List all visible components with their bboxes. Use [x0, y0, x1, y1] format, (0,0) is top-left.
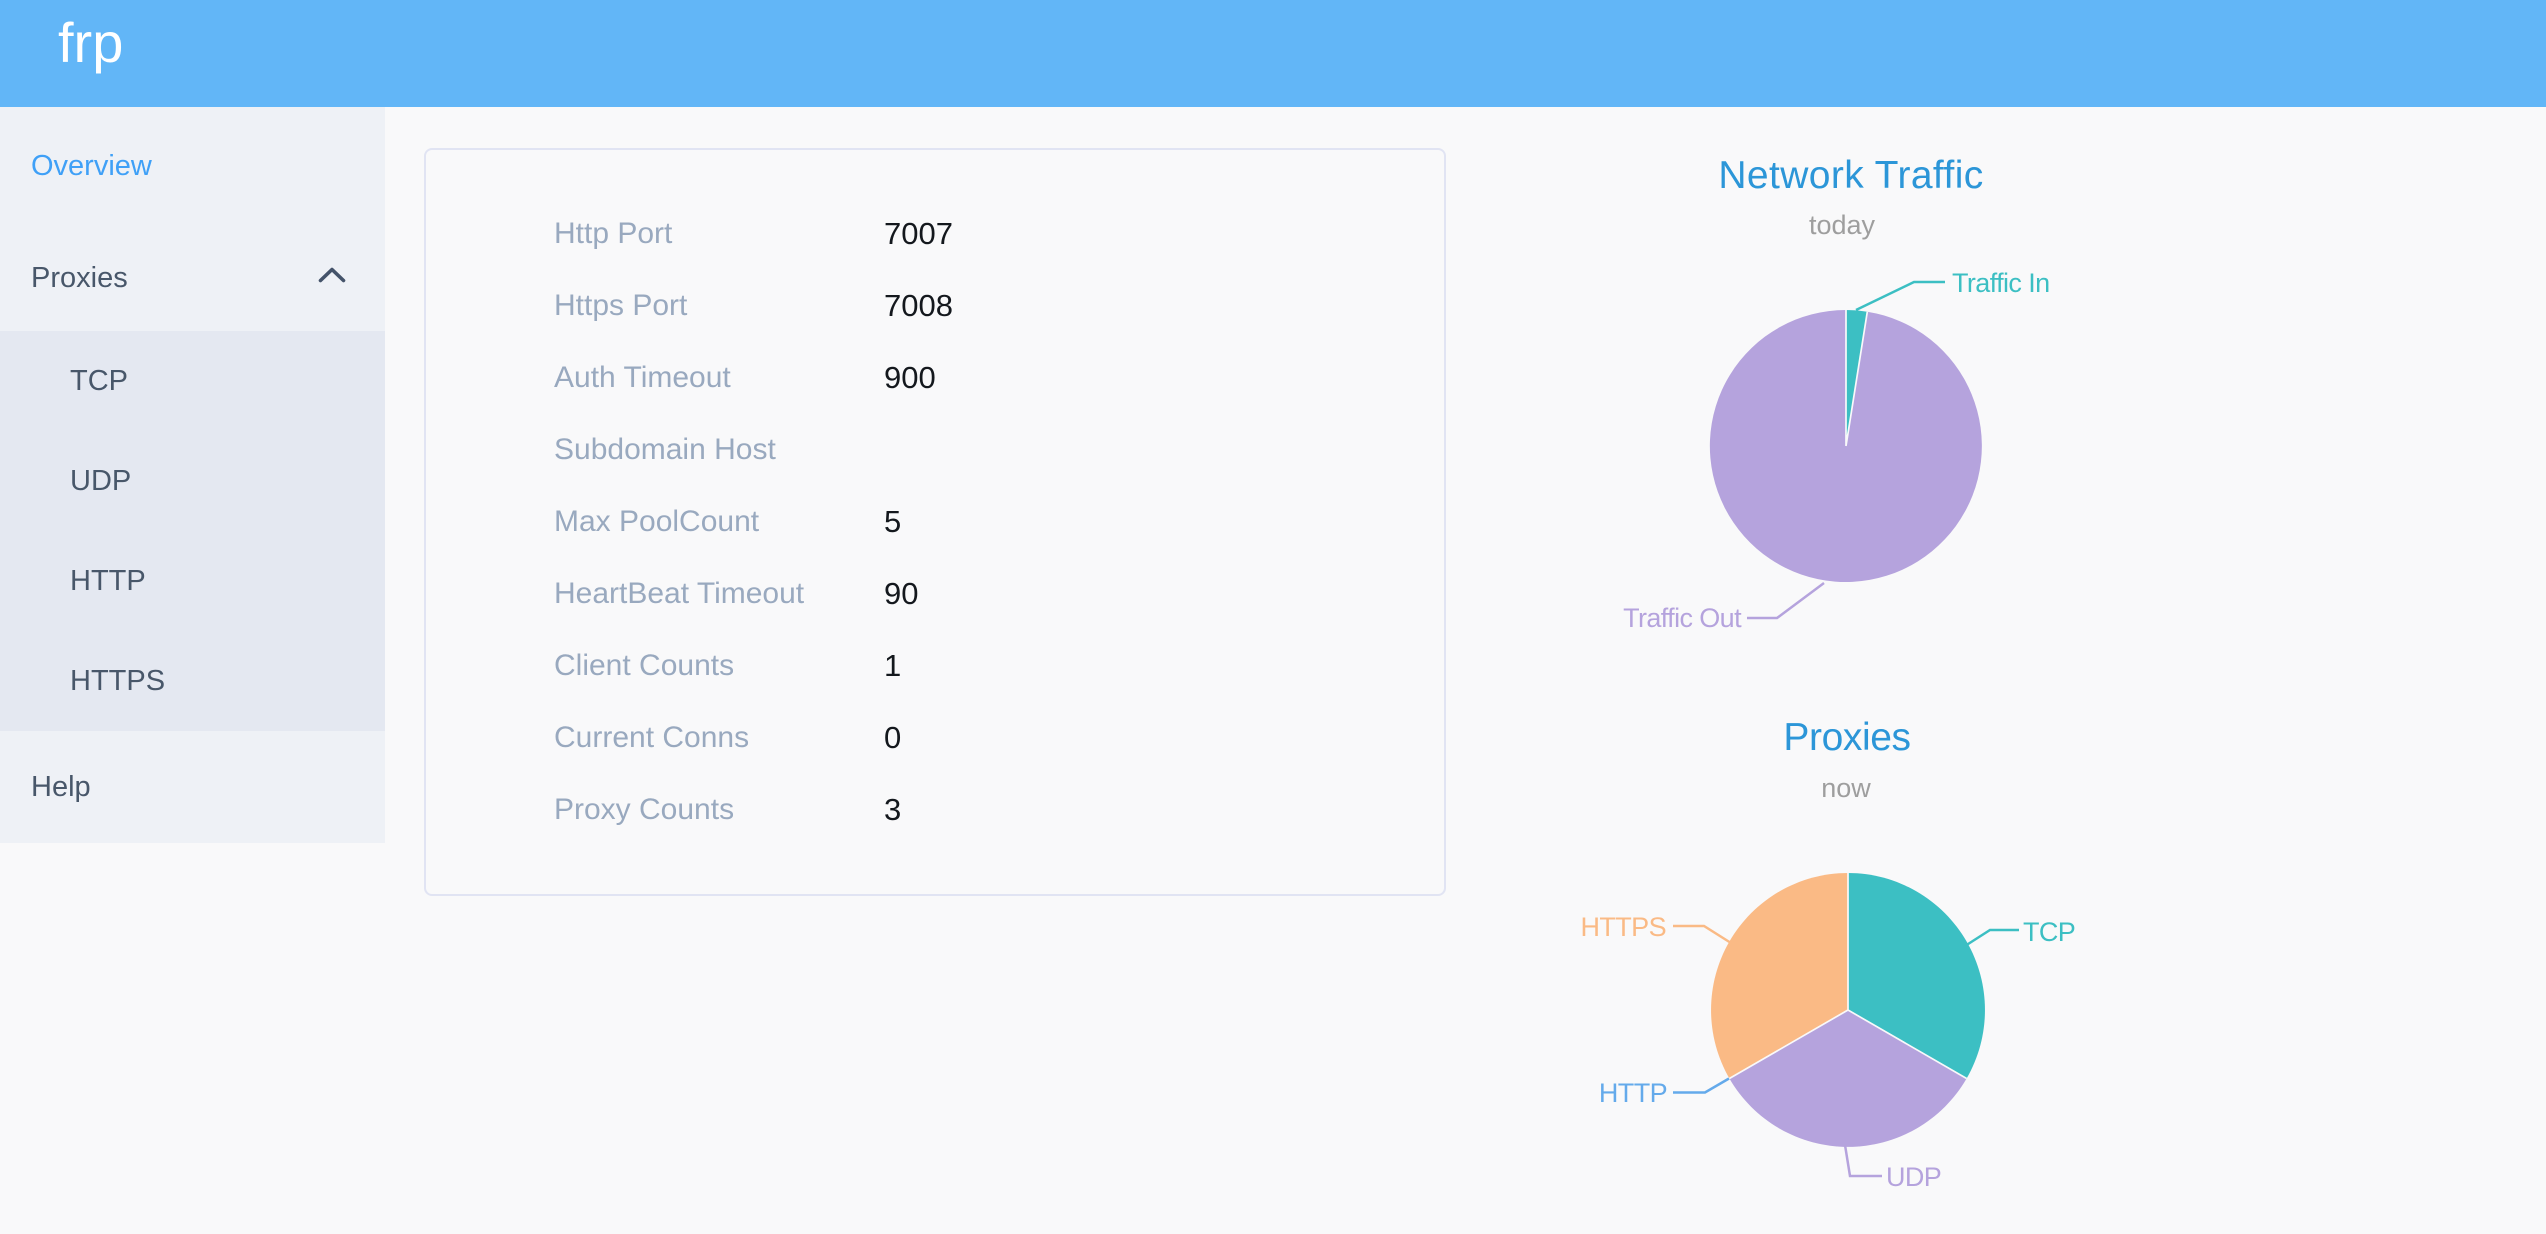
svg-text:TCP: TCP — [2023, 917, 2075, 947]
svg-text:now: now — [1821, 773, 1871, 803]
svg-text:Network Traffic: Network Traffic — [1718, 154, 1983, 197]
svg-text:HTTP: HTTP — [1599, 1078, 1667, 1108]
svg-text:Proxies: Proxies — [1783, 716, 1910, 759]
svg-text:HTTPS: HTTPS — [1580, 912, 1666, 942]
svg-text:today: today — [1809, 210, 1876, 240]
svg-text:UDP: UDP — [1886, 1162, 1941, 1192]
svg-text:Traffic Out: Traffic Out — [1623, 603, 1742, 633]
svg-text:Traffic In: Traffic In — [1952, 268, 2050, 298]
